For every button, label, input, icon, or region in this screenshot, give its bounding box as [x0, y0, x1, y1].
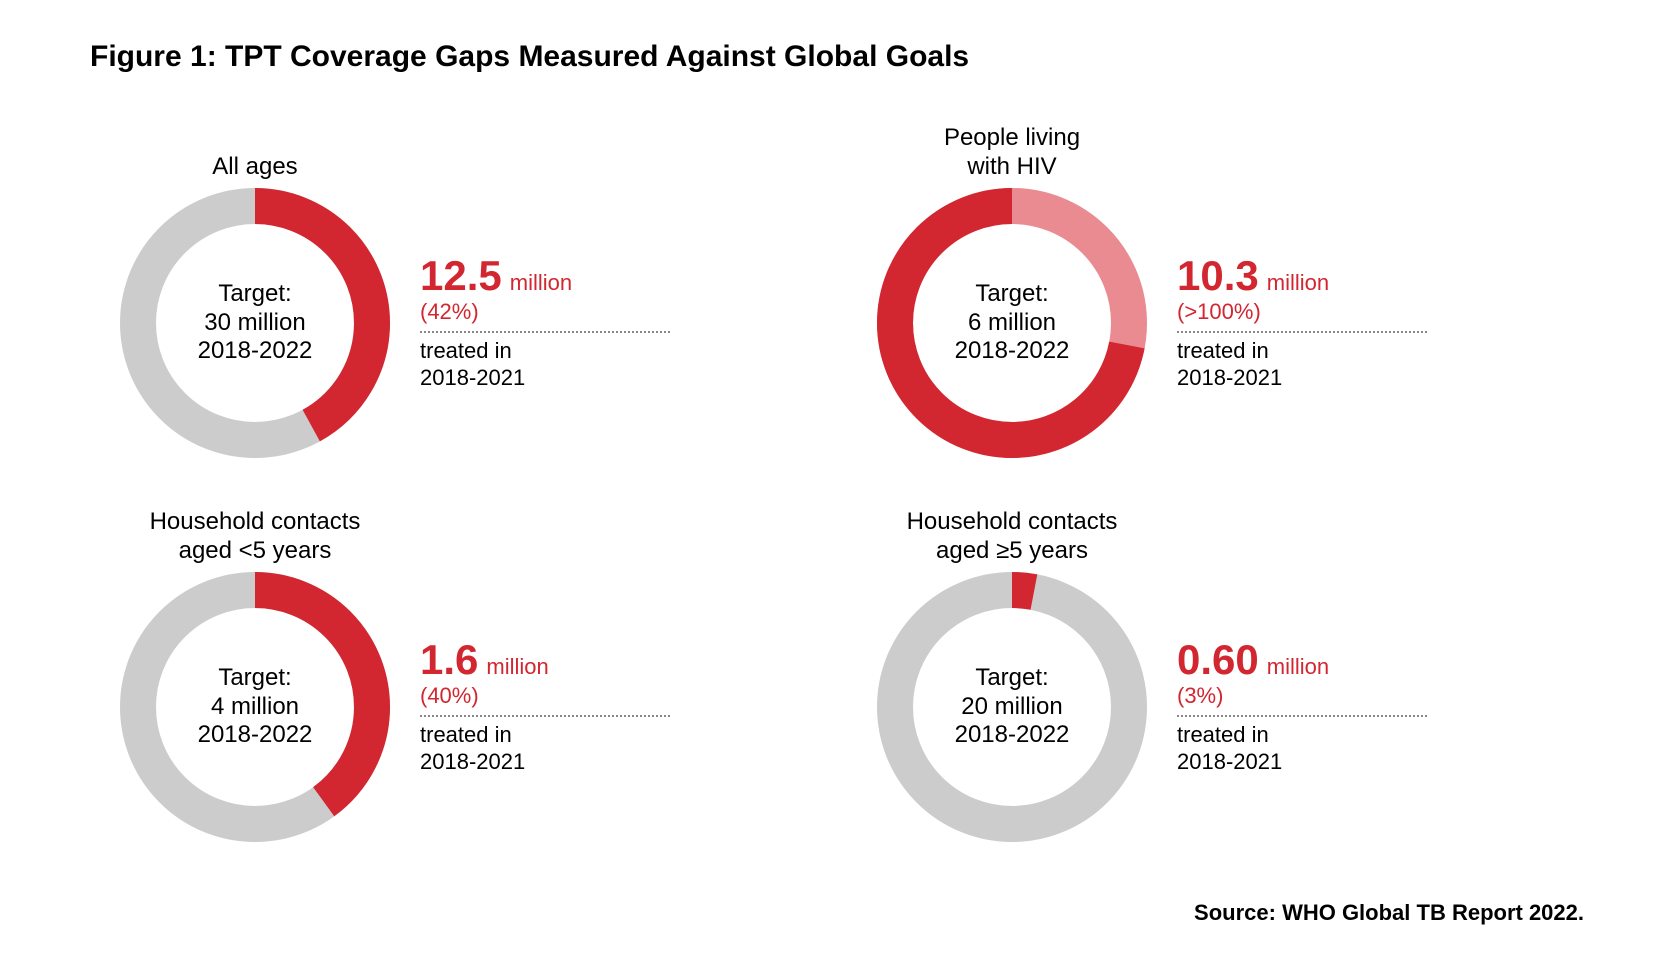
figure-title: Figure 1: TPT Coverage Gaps Measured Aga…: [90, 40, 1584, 74]
stat-value: 10.3: [1177, 255, 1259, 297]
panel-title: Household contactsaged ≥5 years: [877, 508, 1147, 566]
callout: 1.6 million (40%) treated in2018-2021: [420, 639, 700, 776]
donut-center-label: Target:20 million2018-2022: [877, 572, 1147, 842]
treated-label: treated in2018-2021: [420, 721, 700, 776]
donut-chart: Target:20 million2018-2022: [877, 572, 1147, 842]
donut-center-label: Target:30 million2018-2022: [120, 188, 390, 458]
stat-pct: (3%): [1177, 683, 1457, 709]
callout-value-row: 10.3 million: [1177, 255, 1457, 297]
donut-center-label: Target:6 million2018-2022: [877, 188, 1147, 458]
stat-pct: (42%): [420, 299, 700, 325]
donut-chart: Target:30 million2018-2022: [120, 188, 390, 458]
stat-value: 1.6: [420, 639, 478, 681]
stat-unit: million: [1267, 654, 1329, 680]
stat-value: 0.60: [1177, 639, 1259, 681]
stat-unit: million: [510, 270, 572, 296]
callout-value-row: 12.5 million: [420, 255, 700, 297]
stat-value: 12.5: [420, 255, 502, 297]
donut-chart: Target:6 million2018-2022: [877, 188, 1147, 458]
treated-label: treated in2018-2021: [420, 337, 700, 392]
chart-grid: All ages Target:30 million2018-2022 12.5 mi…: [90, 124, 1584, 842]
stat-pct: (40%): [420, 683, 700, 709]
source-text: Source: WHO Global TB Report 2022.: [1194, 900, 1584, 926]
divider: [1177, 715, 1427, 717]
panel-title: People livingwith HIV: [877, 124, 1147, 182]
donut-panel-2: Household contactsaged <5 years Target:4 …: [120, 508, 797, 842]
panel-body: Target:4 million2018-2022 1.6 million (40%)…: [120, 572, 700, 842]
treated-label: treated in2018-2021: [1177, 721, 1457, 776]
callout-value-row: 1.6 million: [420, 639, 700, 681]
panel-body: Target:30 million2018-2022 12.5 million (42…: [120, 188, 700, 458]
panel-title: Household contactsaged <5 years: [120, 508, 390, 566]
divider: [1177, 331, 1427, 333]
donut-panel-1: People livingwith HIV Target:6 million201…: [877, 124, 1554, 458]
stat-pct: (>100%): [1177, 299, 1457, 325]
panel-title: All ages: [120, 124, 390, 182]
donut-panel-3: Household contactsaged ≥5 years Target:20…: [877, 508, 1554, 842]
donut-center-label: Target:4 million2018-2022: [120, 572, 390, 842]
panel-body: Target:6 million2018-2022 10.3 million (>10…: [877, 188, 1457, 458]
divider: [420, 715, 670, 717]
stat-unit: million: [1267, 270, 1329, 296]
callout-value-row: 0.60 million: [1177, 639, 1457, 681]
callout: 10.3 million (>100%) treated in2018-2021: [1177, 255, 1457, 392]
panel-body: Target:20 million2018-2022 0.60 million (3%…: [877, 572, 1457, 842]
stat-unit: million: [486, 654, 548, 680]
callout: 12.5 million (42%) treated in2018-2021: [420, 255, 700, 392]
divider: [420, 331, 670, 333]
donut-chart: Target:4 million2018-2022: [120, 572, 390, 842]
callout: 0.60 million (3%) treated in2018-2021: [1177, 639, 1457, 776]
treated-label: treated in2018-2021: [1177, 337, 1457, 392]
donut-panel-0: All ages Target:30 million2018-2022 12.5 mi…: [120, 124, 797, 458]
